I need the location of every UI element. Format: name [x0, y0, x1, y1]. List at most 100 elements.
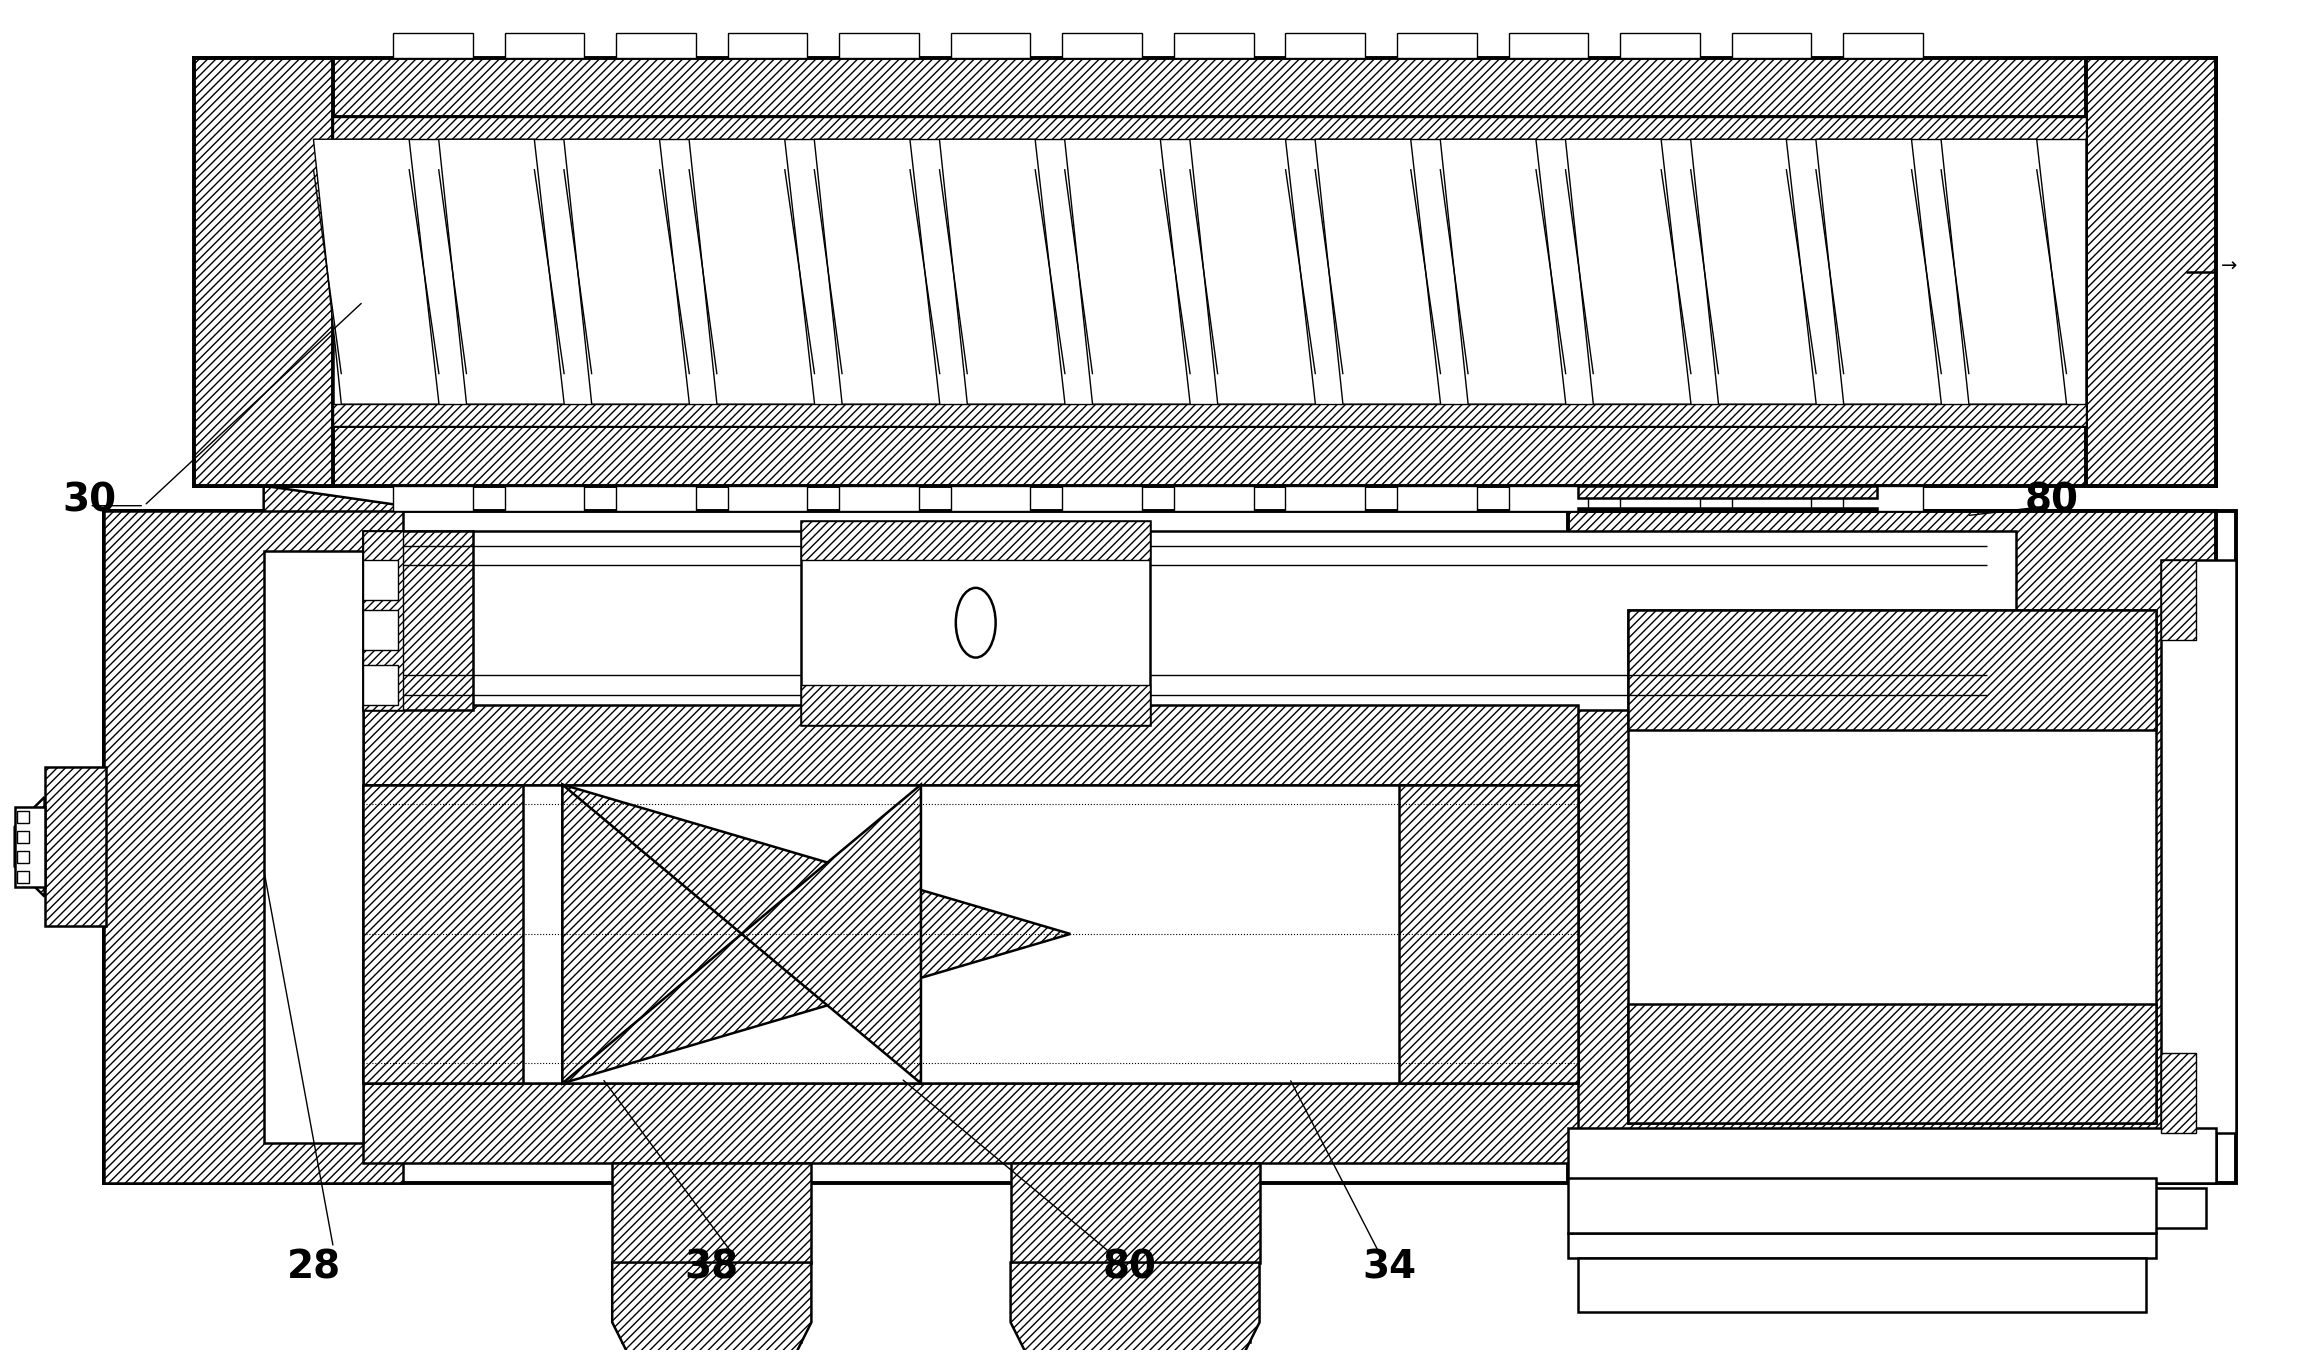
Bar [14, 806, 44, 886]
Bar [2086, 58, 2215, 486]
Bar [394, 486, 472, 510]
Bar [1628, 610, 2157, 729]
Polygon shape [562, 785, 1070, 1084]
Polygon shape [1314, 139, 1441, 405]
Bar [364, 530, 472, 710]
Bar [394, 32, 472, 58]
Bar [727, 486, 808, 510]
Polygon shape [815, 139, 939, 405]
Bar [1628, 1004, 2157, 1123]
Bar [1844, 486, 1922, 510]
Bar [364, 1084, 1579, 1164]
Bar [1579, 1257, 2145, 1312]
Bar [504, 486, 585, 510]
Polygon shape [1011, 1262, 1259, 1353]
Bar [840, 32, 918, 58]
Bar [364, 610, 398, 649]
Polygon shape [688, 139, 815, 405]
Bar [364, 666, 398, 705]
Bar [104, 510, 2235, 1183]
Text: 38: 38 [684, 1249, 739, 1287]
Bar [16, 851, 28, 863]
Bar [16, 871, 28, 882]
Text: 34: 34 [1363, 1249, 1416, 1287]
Bar [617, 32, 695, 58]
Bar [16, 810, 28, 823]
Polygon shape [1190, 139, 1314, 405]
Bar [1568, 1233, 2157, 1257]
Bar [364, 530, 2017, 710]
Bar [364, 560, 398, 601]
Bar [1011, 1164, 1259, 1262]
Bar [1174, 32, 1255, 58]
Text: 28: 28 [285, 1249, 341, 1287]
Bar [104, 510, 265, 1183]
Polygon shape [1816, 139, 1941, 405]
Bar [1568, 1128, 2215, 1183]
Polygon shape [265, 486, 403, 530]
Polygon shape [14, 797, 44, 897]
Bar [951, 486, 1031, 510]
Bar [1061, 32, 1142, 58]
Bar [1397, 486, 1476, 510]
Bar [193, 58, 2215, 118]
Bar [364, 705, 1579, 785]
Polygon shape [612, 1262, 810, 1353]
Polygon shape [939, 139, 1066, 405]
Bar [1579, 486, 1876, 498]
Bar [801, 521, 1151, 725]
Bar [1568, 1178, 2157, 1233]
Bar [1285, 32, 1365, 58]
Bar [364, 785, 1579, 1084]
Text: 80: 80 [1103, 1249, 1158, 1287]
Bar [1285, 486, 1365, 510]
Bar [617, 486, 695, 510]
Polygon shape [313, 139, 440, 405]
Bar [44, 767, 106, 927]
Bar [1579, 1188, 2205, 1227]
Bar [1731, 486, 1812, 510]
Bar [727, 32, 808, 58]
Polygon shape [1565, 139, 1692, 405]
Bar [1568, 510, 2215, 1183]
Bar [1508, 486, 1588, 510]
Bar [364, 785, 523, 1084]
Text: 80: 80 [2023, 482, 2079, 520]
Bar [1844, 32, 1922, 58]
Bar [193, 58, 334, 486]
Bar [1020, 1262, 1250, 1342]
Bar [1397, 32, 1476, 58]
Bar [2162, 560, 2196, 640]
Polygon shape [1064, 139, 1190, 405]
Bar [840, 486, 918, 510]
Ellipse shape [955, 587, 997, 658]
Bar [622, 1262, 801, 1342]
Bar [104, 510, 403, 1183]
Bar [1621, 486, 1699, 510]
Bar [16, 831, 28, 843]
Bar [1579, 507, 1876, 510]
Bar [2162, 1054, 2196, 1132]
Polygon shape [1941, 139, 2067, 405]
Bar [1400, 785, 1579, 1084]
Polygon shape [440, 139, 564, 405]
Bar [951, 32, 1031, 58]
Bar [1731, 32, 1812, 58]
Polygon shape [564, 139, 688, 405]
Polygon shape [1441, 139, 1565, 405]
Bar [1061, 486, 1142, 510]
Bar [334, 118, 2086, 426]
Bar [1579, 486, 1876, 510]
Polygon shape [1690, 139, 1816, 405]
Bar [1174, 486, 1255, 510]
Bar [1628, 610, 2157, 1123]
Text: 30: 30 [62, 482, 117, 520]
Bar [801, 521, 1151, 560]
Bar [2162, 560, 2235, 1132]
Bar [1508, 32, 1588, 58]
Bar [334, 405, 2086, 426]
Bar [801, 685, 1151, 725]
Bar [1621, 32, 1699, 58]
Polygon shape [562, 785, 921, 1084]
Bar [334, 118, 2086, 139]
